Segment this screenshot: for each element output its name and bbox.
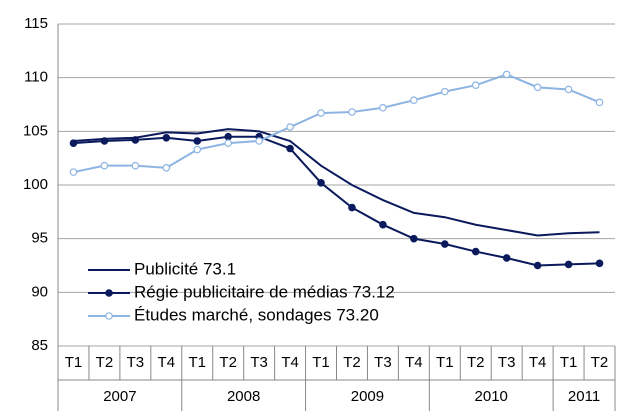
point <box>533 83 542 92</box>
x-tick-label: T1 <box>188 354 206 371</box>
point <box>441 87 449 96</box>
point <box>193 137 202 145</box>
point <box>286 144 294 153</box>
point <box>564 85 573 94</box>
legend-label: Publicité 73.1 <box>134 259 236 278</box>
point <box>502 254 511 262</box>
legend-marker <box>105 312 113 320</box>
point <box>410 96 418 105</box>
x-tick-label: T3 <box>127 354 145 371</box>
point <box>255 137 263 145</box>
y-tick-label: 105 <box>23 122 48 139</box>
x-tick-label: T4 <box>405 354 423 371</box>
y-tick-label: 90 <box>31 283 48 300</box>
x-tick-label: T1 <box>436 354 454 371</box>
point <box>131 161 140 170</box>
y-tick-label: 110 <box>24 69 48 86</box>
point <box>100 161 109 170</box>
point <box>224 132 232 141</box>
point <box>348 108 356 116</box>
point <box>317 109 325 117</box>
legend-label: Régie publicitaire de médias 73.12 <box>134 282 395 301</box>
year-label: 2011 <box>568 388 600 405</box>
point <box>564 260 573 269</box>
year-label: 2007 <box>103 388 136 405</box>
point <box>131 136 140 144</box>
point <box>595 259 604 268</box>
point <box>224 139 232 147</box>
point <box>595 98 604 107</box>
point <box>533 261 542 270</box>
x-tick-label: T1 <box>560 354 578 371</box>
series-line <box>73 73 600 174</box>
point <box>162 164 171 172</box>
y-tick-label: 95 <box>31 230 48 247</box>
point <box>379 220 387 229</box>
point <box>471 81 480 89</box>
y-tick-label: 85 <box>31 337 48 354</box>
x-tick-label: T3 <box>498 354 516 371</box>
point <box>502 70 511 79</box>
point <box>317 179 325 187</box>
y-tick-label: 100 <box>23 176 48 193</box>
x-tick-label: T2 <box>591 354 609 371</box>
x-tick-label: T2 <box>96 354 114 371</box>
x-tick-label: T2 <box>219 354 237 371</box>
x-tick-label: T1 <box>312 354 330 371</box>
series-line <box>73 135 600 267</box>
point <box>69 168 78 176</box>
legend-marker <box>105 289 113 297</box>
year-label: 2009 <box>351 388 384 405</box>
year-label: 2008 <box>227 388 260 405</box>
point <box>193 145 202 154</box>
x-tick-label: T1 <box>65 354 83 371</box>
y-tick-label: 115 <box>24 15 48 32</box>
point <box>162 133 171 142</box>
point <box>379 103 387 112</box>
point <box>286 123 294 131</box>
x-tick-label: T4 <box>529 354 547 371</box>
point <box>471 247 480 256</box>
point <box>69 139 78 147</box>
x-tick-label: T4 <box>281 354 299 371</box>
legend-label: Études marché, sondages 73.20 <box>134 305 379 324</box>
x-tick-label: T2 <box>343 354 361 371</box>
series-line <box>73 128 600 237</box>
point <box>410 234 418 243</box>
point <box>348 203 356 212</box>
x-tick-label: T2 <box>467 354 485 371</box>
x-tick-label: T4 <box>158 354 176 371</box>
x-tick-label: T3 <box>250 354 268 371</box>
year-label: 2010 <box>475 388 508 405</box>
point <box>100 137 109 145</box>
point <box>441 240 449 248</box>
x-tick-label: T3 <box>374 354 392 371</box>
